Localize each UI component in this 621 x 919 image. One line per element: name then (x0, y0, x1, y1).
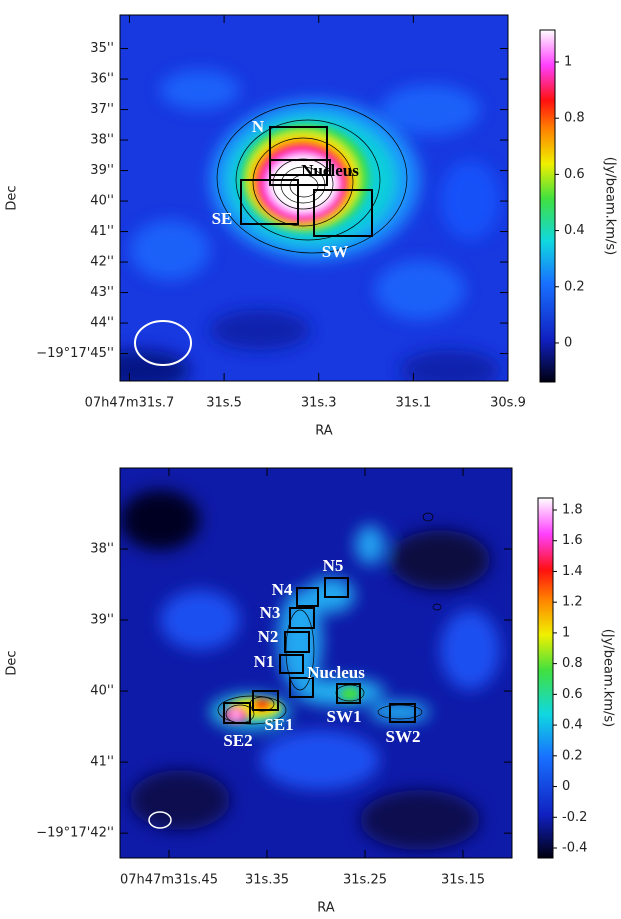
y-tick-label: −19°17'42'' (36, 826, 114, 841)
region-box (296, 587, 319, 607)
y-tick-label: 41'' (90, 755, 114, 770)
x-tick-label: 31s.15 (441, 873, 485, 888)
colorbar (537, 497, 554, 859)
y-tick-label: 36'' (90, 72, 114, 87)
colorbar-tick-label: 0.8 (564, 111, 585, 126)
colorbar-tick-label: 0.2 (562, 748, 583, 763)
region-label: N4 (272, 580, 293, 599)
region-label: SE1 (264, 715, 293, 734)
x-tick-label: 31s.35 (245, 873, 289, 888)
y-tick-label: 38'' (90, 541, 114, 556)
colorbar-tick-label: 0 (564, 335, 572, 350)
y-tick-label: −19°17'45'' (36, 346, 114, 361)
region-box (389, 703, 416, 723)
x-tick-label: 31s.1 (396, 396, 432, 411)
region-box (289, 607, 315, 629)
region-box (284, 631, 310, 653)
region-label: N5 (323, 556, 344, 575)
region-box (240, 179, 299, 225)
plot-frame (119, 14, 509, 382)
colorbar-tick-label: 0.4 (562, 718, 583, 733)
y-tick-label: 42'' (90, 255, 114, 270)
y-tick-label: 38'' (90, 133, 114, 148)
x-tick-label: 30s.9 (490, 396, 526, 411)
colorbar-tick-label: 0.6 (562, 687, 583, 702)
plot-frame (119, 467, 513, 859)
map-image (120, 468, 512, 858)
region-label: SW2 (386, 727, 421, 746)
colorbar-tick-label: 0 (562, 779, 570, 794)
colorbar-tick-label: 0.4 (564, 223, 585, 238)
y-tick-label: 44'' (90, 316, 114, 331)
region-box (252, 690, 279, 711)
x-axis-label: RA (317, 901, 335, 916)
region-box (313, 189, 373, 237)
region-label: SE2 (223, 731, 252, 750)
x-axis-label: RA (315, 424, 333, 439)
region-label: SW (322, 242, 348, 261)
region-box (336, 683, 361, 704)
colorbar-tick-label: 1.6 (562, 533, 583, 548)
y-tick-label: 39'' (90, 613, 114, 628)
region-label: N1 (254, 652, 275, 671)
y-tick-label: 35'' (90, 41, 114, 56)
region-label: N2 (258, 627, 279, 646)
colorbar-tick-label: 1 (564, 55, 572, 70)
y-tick-label: 41'' (90, 224, 114, 239)
x-tick-label: 31s.3 (301, 396, 337, 411)
region-label: SW1 (327, 707, 362, 726)
region-label: Nucleus (301, 161, 359, 180)
y-axis-label: Dec (5, 650, 20, 675)
colorbar (539, 29, 556, 383)
region-box (279, 654, 304, 674)
region-label: SE (212, 209, 233, 228)
y-axis-label: Dec (5, 185, 20, 210)
colorbar-tick-label: 1 (562, 625, 570, 640)
x-tick-label: 31s.5 (206, 396, 242, 411)
colorbar-tick-label: 0.8 (562, 656, 583, 671)
y-tick-label: 40'' (90, 194, 114, 209)
colorbar-label: (Jy/beam.km/s) (601, 629, 616, 727)
region-box (324, 577, 349, 598)
map-image (120, 15, 508, 381)
colorbar-tick-label: 1.8 (562, 502, 583, 517)
colorbar-tick-label: 0.2 (564, 279, 585, 294)
colorbar-tick-label: 1.2 (562, 595, 583, 610)
x-tick-label: 31s.25 (343, 873, 387, 888)
y-tick-label: 40'' (90, 684, 114, 699)
colorbar-tick-label: -0.2 (562, 810, 587, 825)
region-label: Nucleus (307, 663, 365, 682)
colorbar-tick-label: -0.4 (562, 841, 587, 856)
x-tick-label: 07h47m31s.45 (120, 873, 218, 888)
region-box (269, 159, 331, 176)
colorbar-tick-label: 0.6 (564, 167, 585, 182)
region-label: N3 (260, 603, 281, 622)
colorbar-label: (Jy/beam.km/s) (603, 157, 618, 255)
region-box (289, 677, 314, 698)
y-tick-label: 43'' (90, 285, 114, 300)
x-tick-label: 07h47m31s.7 (85, 396, 175, 411)
colorbar-tick-label: 1.4 (562, 564, 583, 579)
region-label: N (252, 117, 265, 136)
y-tick-label: 37'' (90, 102, 114, 117)
y-tick-label: 39'' (90, 163, 114, 178)
region-box (223, 702, 251, 724)
